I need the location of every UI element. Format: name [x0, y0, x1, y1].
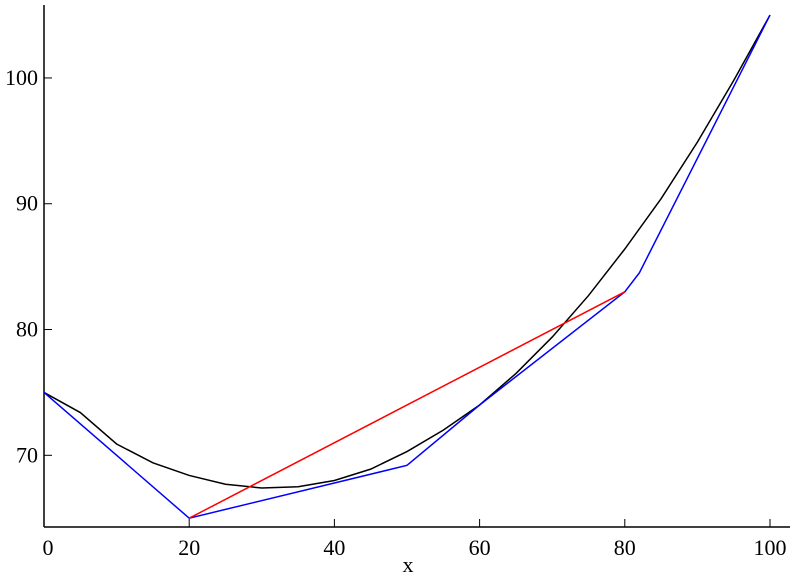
x-tick-label: 40 — [323, 535, 345, 560]
y-tick-label: 70 — [16, 442, 38, 467]
line-series — [43, 14, 771, 489]
x-tick-label: 20 — [178, 535, 200, 560]
line-series — [188, 291, 626, 519]
x-tick-label: 60 — [469, 535, 491, 560]
y-tick-label: 80 — [16, 317, 38, 342]
y-tick-label: 90 — [16, 191, 38, 216]
x-axis-label: x — [403, 552, 414, 576]
y-tick-label: 100 — [5, 65, 38, 90]
x-tick-label: 100 — [754, 535, 787, 560]
line-series — [43, 14, 771, 520]
x-tick-label: 0 — [43, 535, 54, 560]
x-tick-label: 80 — [614, 535, 636, 560]
